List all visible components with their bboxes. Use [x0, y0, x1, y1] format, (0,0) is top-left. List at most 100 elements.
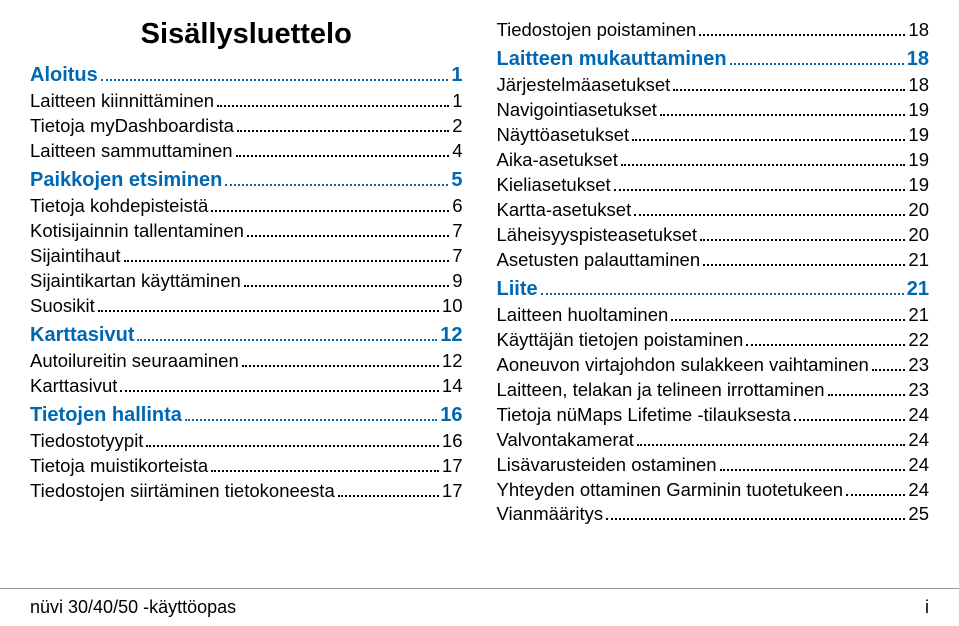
toc-sub-row[interactable]: Vianmääritys 25 [497, 502, 930, 527]
toc-page-number: 19 [908, 123, 929, 148]
toc-label: Tietoja muistikorteista [30, 454, 208, 479]
toc-page-number: 21 [908, 248, 929, 273]
toc-sub-row[interactable]: Laitteen huoltaminen21 [497, 303, 930, 328]
toc-label: Liite [497, 276, 538, 303]
toc-leader-dots [828, 394, 906, 396]
toc-leader-dots [632, 139, 905, 141]
toc-label: Laitteen huoltaminen [497, 303, 669, 328]
toc-leader-dots [211, 470, 439, 472]
toc-leader-dots [614, 189, 906, 191]
toc-sub-row[interactable]: Kotisijainnin tallentaminen7 [30, 219, 463, 244]
toc-leader-dots [746, 344, 905, 346]
toc-page-number: 7 [452, 244, 462, 269]
toc-sub-row[interactable]: Läheisyyspisteasetukset 20 [497, 223, 930, 248]
toc-sub-row[interactable]: Järjestelmäasetukset18 [497, 73, 930, 98]
toc-sub-row[interactable]: Laitteen sammuttaminen 4 [30, 139, 463, 164]
toc-section-row[interactable]: Tietojen hallinta16 [30, 402, 463, 429]
footer-right: i [925, 597, 929, 618]
toc-sub-row[interactable]: Tietoja kohdepisteistä6 [30, 194, 463, 219]
page-footer: nüvi 30/40/50 -käyttöopas i [0, 588, 959, 626]
toc-sub-row[interactable]: Tietoja myDashboardista2 [30, 114, 463, 139]
toc-sub-row[interactable]: Laitteen kiinnittäminen1 [30, 89, 463, 114]
toc-page-number: 20 [908, 223, 929, 248]
toc-sub-row[interactable]: Karttasivut14 [30, 374, 463, 399]
toc-leader-dots [671, 319, 905, 321]
toc-sub-row[interactable]: Kieliasetukset19 [497, 173, 930, 198]
toc-column-right: Tiedostojen poistaminen18 Laitteen mukaut… [497, 18, 930, 588]
toc-label: Yhteyden ottaminen Garminin tuotetukeen [497, 478, 844, 503]
toc-label: Laitteen, telakan ja telineen irrottamin… [497, 378, 825, 403]
toc-sub-row[interactable]: Autoilureitin seuraaminen12 [30, 349, 463, 374]
toc-leader-dots [124, 260, 450, 262]
toc-label: Aoneuvon virtajohdon sulakkeen vaihtamin… [497, 353, 869, 378]
toc-label: Sijaintikartan käyttäminen [30, 269, 241, 294]
toc-leader-dots [101, 79, 449, 81]
toc-label: Asetusten palauttaminen [497, 248, 701, 273]
toc-sub-row[interactable]: Valvontakamerat24 [497, 428, 930, 453]
toc-column-left: Sisällysluettelo Aloitus1Laitteen kiinni… [30, 18, 463, 588]
toc-page-number: 2 [452, 114, 462, 139]
toc-sub-row[interactable]: Tietoja nüMaps Lifetime -tilauksesta24 [497, 403, 930, 428]
toc-sub-row[interactable]: Laitteen, telakan ja telineen irrottamin… [497, 378, 930, 403]
toc-page-number: 25 [908, 502, 929, 527]
toc-sub-row[interactable]: Tietoja muistikorteista17 [30, 454, 463, 479]
toc-page-number: 22 [908, 328, 929, 353]
toc-sub-row[interactable]: Yhteyden ottaminen Garminin tuotetukeen 2… [497, 478, 930, 503]
toc-sub-row[interactable]: Tiedostotyypit16 [30, 429, 463, 454]
toc-leader-dots [217, 105, 449, 107]
toc-page-number: 24 [908, 478, 929, 503]
toc-label: Valvontakamerat [497, 428, 634, 453]
toc-label: Tietoja nüMaps Lifetime -tilauksesta [497, 403, 791, 428]
toc-page-number: 4 [452, 139, 462, 164]
toc-leader-dots [673, 89, 905, 91]
toc-sub-row[interactable]: Käyttäjän tietojen poistaminen22 [497, 328, 930, 353]
toc-label: Navigointiasetukset [497, 98, 657, 123]
toc-sub-row[interactable]: Sijaintikartan käyttäminen9 [30, 269, 463, 294]
toc-sub-row[interactable]: Asetusten palauttaminen 21 [497, 248, 930, 273]
toc-leader-dots [541, 293, 904, 295]
toc-sub-row[interactable]: Sijaintihaut7 [30, 244, 463, 269]
toc-leader-dots [637, 444, 905, 446]
toc-section-row[interactable]: Karttasivut12 [30, 322, 463, 349]
toc-leader-dots [846, 494, 905, 496]
toc-label: Lisävarusteiden ostaminen [497, 453, 717, 478]
toc-sub-row[interactable]: Navigointiasetukset19 [497, 98, 930, 123]
toc-leader-dots [699, 34, 905, 36]
toc-page-number: 7 [452, 219, 462, 244]
toc-page-number: 16 [442, 429, 463, 454]
toc-leader-dots [660, 114, 906, 116]
toc-page-number: 20 [908, 198, 929, 223]
toc-sub-row[interactable]: Aoneuvon virtajohdon sulakkeen vaihtamin… [497, 353, 930, 378]
toc-sub-row[interactable]: Kartta-asetukset20 [497, 198, 930, 223]
footer-left: nüvi 30/40/50 -käyttöopas [30, 597, 236, 618]
toc-leader-dots [794, 419, 906, 421]
toc-leader-dots [621, 164, 906, 166]
toc-label: Näyttöasetukset [497, 123, 630, 148]
toc-label: Suosikit [30, 294, 95, 319]
toc-leader-dots [237, 130, 449, 132]
toc-leader-dots [236, 155, 450, 157]
toc-leader-dots [225, 184, 448, 186]
toc-label: Kieliasetukset [497, 173, 611, 198]
toc-label: Karttasivut [30, 322, 134, 349]
toc-label: Tietoja kohdepisteistä [30, 194, 208, 219]
toc-sub-row[interactable]: Lisävarusteiden ostaminen24 [497, 453, 930, 478]
toc-page-number: 12 [442, 349, 463, 374]
toc-label: Läheisyyspisteasetukset [497, 223, 698, 248]
toc-section-row[interactable]: Laitteen mukauttaminen18 [497, 46, 930, 73]
toc-sub-row[interactable]: Aika-asetukset19 [497, 148, 930, 173]
toc-leader-dots [606, 518, 905, 520]
toc-section-row[interactable]: Aloitus1 [30, 62, 463, 89]
toc-page-number: 18 [907, 46, 929, 73]
toc-label: Vianmääritys [497, 502, 604, 527]
toc-leader-dots [146, 445, 438, 447]
toc-sub-row[interactable]: Tiedostojen poistaminen18 [497, 18, 930, 43]
toc-label: Laitteen sammuttaminen [30, 139, 233, 164]
toc-leader-dots [634, 214, 905, 216]
toc-section-row[interactable]: Paikkojen etsiminen5 [30, 167, 463, 194]
toc-sub-row[interactable]: Näyttöasetukset 19 [497, 123, 930, 148]
toc-section-row[interactable]: Liite21 [497, 276, 930, 303]
toc-sub-row[interactable]: Suosikit10 [30, 294, 463, 319]
toc-sub-row[interactable]: Tiedostojen siirtäminen tietokoneesta17 [30, 479, 463, 504]
toc-label: Tiedostojen siirtäminen tietokoneesta [30, 479, 335, 504]
